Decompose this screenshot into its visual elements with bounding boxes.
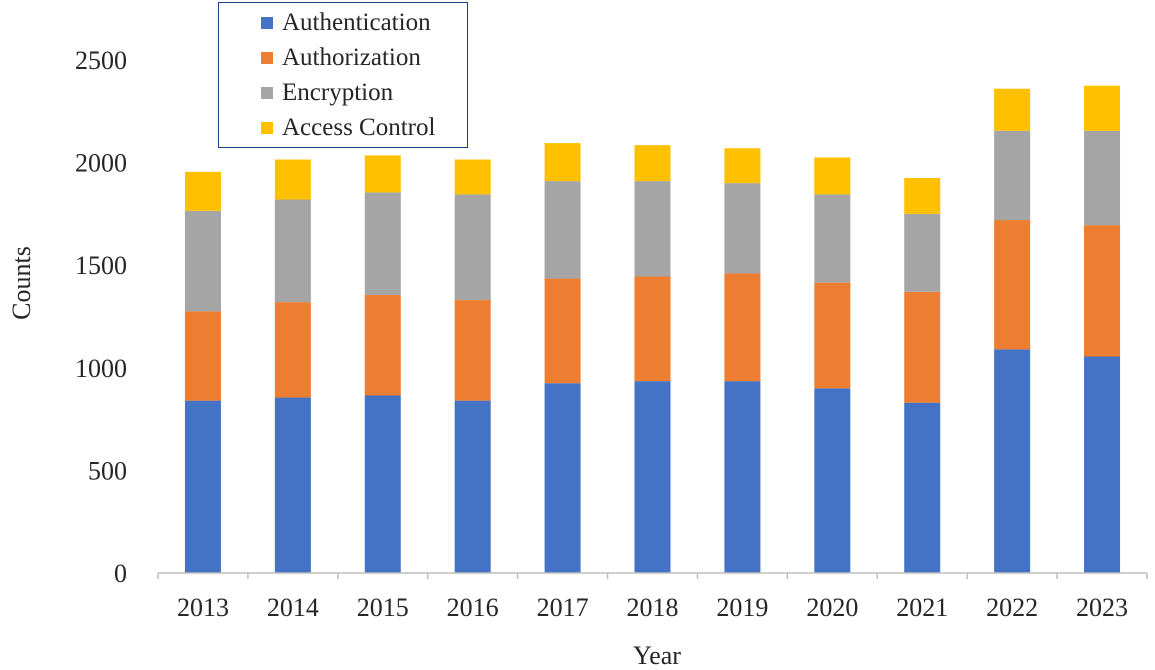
bar-access-control-2013 <box>184 171 221 211</box>
bar-encryption-2013 <box>184 210 221 312</box>
y-axis-label: Counts <box>7 246 36 320</box>
bar-encryption-2018 <box>634 181 671 277</box>
bar-encryption-2021 <box>904 213 941 292</box>
x-tick-label-2017: 2017 <box>537 593 589 622</box>
bar-authentication-2015 <box>364 395 401 573</box>
bar-series-group <box>184 85 1121 573</box>
y-axis: 0 500 1000 1500 2000 2500 <box>75 46 127 588</box>
bar-access-control-2014 <box>274 159 311 200</box>
bar-authentication-2018 <box>634 381 671 573</box>
bar-authorization-2021 <box>904 291 941 403</box>
x-tick-label-2023: 2023 <box>1076 593 1128 622</box>
bar-authorization-2020 <box>814 282 851 389</box>
legend-item-authorization: Authorization <box>219 40 467 75</box>
x-tick-label-2022: 2022 <box>986 593 1038 622</box>
bar-authentication-2022 <box>994 349 1031 573</box>
legend: Authentication Authorization Encryption … <box>218 2 468 148</box>
bar-authentication-2020 <box>814 388 851 573</box>
x-tick-label-2020: 2020 <box>806 593 858 622</box>
bar-access-control-2016 <box>454 159 491 195</box>
bar-authentication-2016 <box>454 400 491 573</box>
x-tick-label-2016: 2016 <box>447 593 499 622</box>
legend-swatch-authentication <box>261 16 273 29</box>
bar-authentication-2014 <box>274 397 311 573</box>
x-tick-label-2021: 2021 <box>896 593 948 622</box>
bar-authorization-2015 <box>364 294 401 396</box>
x-tick-label-2018: 2018 <box>627 593 679 622</box>
bar-encryption-2017 <box>544 181 581 279</box>
bar-access-control-2023 <box>1084 85 1121 131</box>
legend-item-access-control: Access Control <box>219 110 467 145</box>
y-tick-label-1000: 1000 <box>75 354 127 383</box>
bar-access-control-2015 <box>364 155 401 193</box>
bar-authorization-2014 <box>274 302 311 398</box>
bar-authentication-2017 <box>544 383 581 573</box>
bar-authorization-2023 <box>1084 225 1121 357</box>
legend-swatch-access-control <box>261 121 273 134</box>
legend-swatch-encryption <box>261 86 273 99</box>
bar-encryption-2019 <box>724 183 761 274</box>
bar-access-control-2018 <box>634 145 671 182</box>
x-tick-label-2014: 2014 <box>267 593 319 622</box>
x-tick-label-2019: 2019 <box>716 593 768 622</box>
bar-encryption-2022 <box>994 130 1031 221</box>
bar-authentication-2019 <box>724 381 761 573</box>
legend-item-encryption: Encryption <box>219 75 467 110</box>
legend-item-authentication: Authentication <box>219 5 467 40</box>
legend-label-access-control: Access Control <box>282 113 436 141</box>
y-tick-label-1500: 1500 <box>75 251 127 280</box>
x-tick-label-2013: 2013 <box>177 593 229 622</box>
bar-access-control-2021 <box>904 177 941 214</box>
bar-access-control-2020 <box>814 157 851 195</box>
legend-label-authentication: Authentication <box>282 8 431 36</box>
bar-encryption-2023 <box>1084 130 1121 226</box>
bar-authentication-2013 <box>184 400 221 573</box>
bar-authorization-2018 <box>634 276 671 382</box>
x-axis-label: Year <box>633 641 681 670</box>
bar-authentication-2023 <box>1084 356 1121 573</box>
bar-encryption-2020 <box>814 194 851 283</box>
legend-label-encryption: Encryption <box>282 78 394 106</box>
bar-authorization-2013 <box>184 311 221 401</box>
bar-authorization-2016 <box>454 300 491 401</box>
bar-access-control-2019 <box>724 148 761 184</box>
legend-label-authorization: Authorization <box>282 43 421 71</box>
bar-authorization-2017 <box>544 278 581 384</box>
x-axis: 2013 2014 2015 2016 2017 2018 2019 2020 2021 2022… <box>157 572 1148 622</box>
y-tick-label-2000: 2000 <box>75 149 127 178</box>
bar-encryption-2014 <box>274 199 311 303</box>
bar-authorization-2019 <box>724 273 761 382</box>
y-tick-label-2500: 2500 <box>75 46 127 75</box>
bar-authentication-2021 <box>904 402 941 573</box>
legend-swatch-authorization <box>261 51 273 64</box>
bar-authorization-2022 <box>994 220 1031 350</box>
bar-encryption-2015 <box>364 192 401 295</box>
x-tick-label-2015: 2015 <box>357 593 409 622</box>
bar-access-control-2017 <box>544 143 581 182</box>
bar-access-control-2022 <box>994 88 1031 131</box>
bar-encryption-2016 <box>454 194 491 301</box>
y-tick-label-500: 500 <box>88 456 127 485</box>
y-tick-label-0: 0 <box>114 559 127 588</box>
